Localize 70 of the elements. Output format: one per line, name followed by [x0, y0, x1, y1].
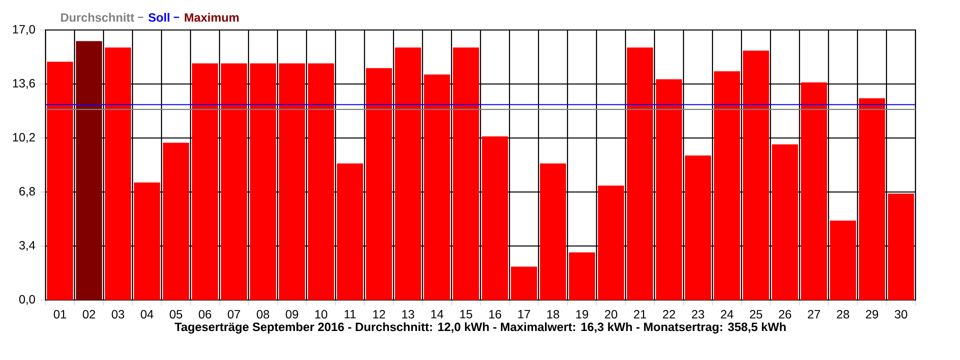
bar [510, 266, 538, 300]
bar [308, 63, 334, 300]
bar [452, 47, 480, 300]
x-tick-label: 22 [662, 310, 676, 318]
x-tick-label: 14 [431, 310, 444, 318]
bar [888, 194, 914, 300]
legend-label: Durchschnitt [61, 12, 134, 22]
y-tick-label: 6,8 [19, 187, 35, 197]
x-tick-label: 19 [576, 310, 588, 319]
bar [394, 47, 422, 300]
x-tick-label: 28 [836, 310, 850, 319]
x-tick-label: 26 [778, 310, 792, 319]
x-tick-label: 21 [634, 310, 646, 318]
x-tick-label: 06 [198, 310, 212, 319]
bar [162, 142, 190, 300]
bar [76, 41, 102, 300]
x-tick-label: 29 [866, 310, 878, 319]
x-tick-label: 09 [286, 310, 298, 319]
x-tick-label: 23 [692, 310, 704, 319]
bar [366, 68, 392, 300]
bar [656, 79, 682, 300]
x-tick-label: 02 [82, 310, 96, 319]
x-tick-label: 07 [228, 310, 240, 319]
bar [742, 50, 770, 300]
x-tick-label: 17 [518, 310, 530, 318]
x-tick-label: 27 [808, 310, 820, 318]
x-tick-label: 01 [54, 310, 66, 319]
bar [192, 63, 218, 300]
x-tick-label: 08 [256, 310, 270, 319]
bar [424, 74, 450, 300]
x-tick-label: 12 [373, 310, 386, 318]
y-tick-label: 3,4 [19, 241, 36, 251]
bar [800, 82, 828, 300]
bar [830, 220, 856, 300]
bar [626, 47, 654, 300]
x-axis-title: Tageserträge September 2016 - Durchschnitt: 12,0 kWh - Maximalwert: 16,3 kWh - Monatsertrag: 358,5 kWh [174, 322, 786, 334]
x-tick-label: 30 [894, 310, 908, 319]
x-tick-label: 03 [112, 310, 124, 319]
x-tick-label: 20 [604, 310, 618, 319]
bar [858, 98, 886, 300]
bar [134, 182, 160, 300]
x-tick-label: 13 [402, 310, 414, 319]
bar [772, 144, 798, 300]
y-tick-label: 13,6 [13, 79, 35, 89]
x-tick-label: 24 [720, 310, 734, 318]
y-tick-label: 10,2 [13, 133, 35, 143]
x-tick-label: 10 [315, 310, 328, 319]
bar [250, 63, 276, 300]
legend-label: Soll [148, 12, 170, 22]
x-tick-label: 05 [170, 310, 182, 319]
x-tick-label: 04 [140, 310, 154, 319]
bar [336, 163, 364, 300]
bar [220, 63, 248, 300]
bar [104, 47, 132, 300]
y-tick-label: 0,0 [19, 295, 36, 305]
bar [598, 186, 624, 300]
bar [278, 63, 306, 300]
bar [482, 136, 508, 300]
bar [540, 163, 566, 300]
bar [568, 252, 596, 300]
bar [684, 155, 712, 300]
x-tick-label: 18 [547, 310, 560, 319]
text: Maximum [184, 12, 239, 22]
x-tick-label: 15 [460, 310, 472, 318]
y-tick-label: 17,0 [13, 25, 36, 35]
bar [714, 71, 740, 300]
x-tick-label: 11 [344, 310, 356, 318]
x-tick-label: 16 [489, 310, 502, 319]
bar [46, 62, 74, 300]
x-tick-label: 25 [750, 310, 762, 319]
